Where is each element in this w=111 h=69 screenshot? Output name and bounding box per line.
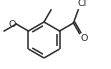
Text: Cl: Cl <box>78 0 87 8</box>
Text: O: O <box>81 34 88 43</box>
Text: O: O <box>8 20 16 29</box>
